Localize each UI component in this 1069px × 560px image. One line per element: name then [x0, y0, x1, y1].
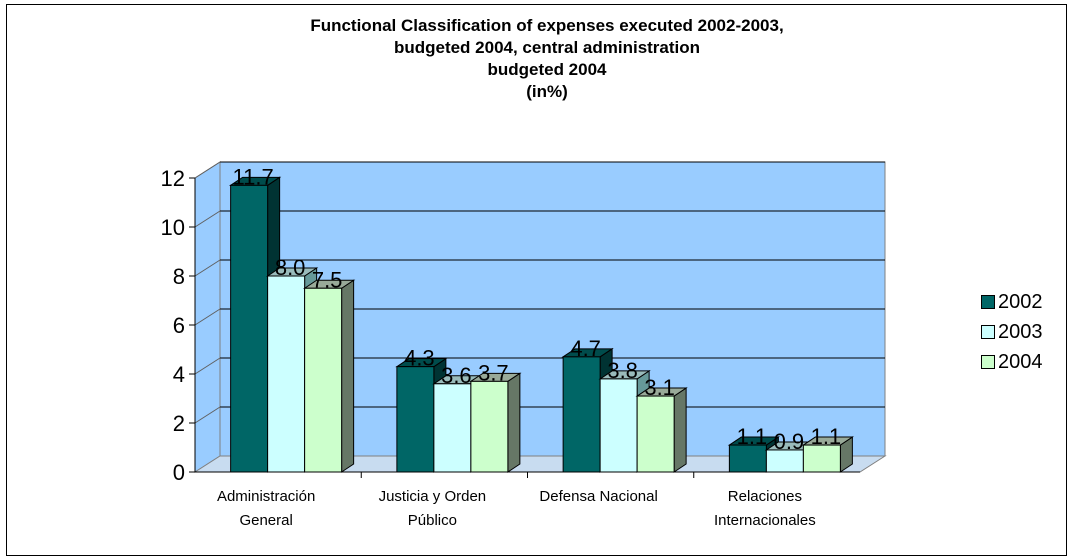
- legend-label-2003: 2003: [998, 320, 1043, 343]
- legend: 2002 2003 2004: [975, 290, 1069, 430]
- legend-item-2004: 2004: [981, 350, 1043, 374]
- y-tick-label: 12: [161, 166, 185, 191]
- gridline-side: [194, 259, 221, 277]
- y-tick-label: 6: [173, 313, 185, 338]
- x-category-label: Defensa Nacional: [539, 488, 657, 505]
- bar-value-label-2002: 4.3: [404, 346, 435, 371]
- legend-label-2004: 2004: [998, 350, 1043, 373]
- bar-2003: [267, 275, 306, 473]
- x-category-label: General: [239, 512, 292, 529]
- bar-2004: [802, 444, 841, 473]
- chart-title-line-1: Functional Classification of expenses ex…: [310, 16, 784, 35]
- x-category-label: Internacionales: [714, 512, 816, 529]
- bar-side-2004: [507, 372, 521, 473]
- bar-2002: [396, 366, 435, 473]
- chart-title: Functional Classification of expenses ex…: [157, 15, 937, 103]
- legend-swatch-2003: [981, 325, 995, 339]
- bar-2004: [304, 287, 343, 473]
- legend-item-2002: 2002: [981, 290, 1043, 314]
- bar-2003: [433, 383, 472, 473]
- bar-2003: [599, 378, 638, 473]
- bar-2002: [230, 184, 269, 473]
- bar-value-label-2002: 1.1: [737, 424, 768, 449]
- y-tick-label: 2: [173, 411, 185, 436]
- x-category-label: Justicia y Orden: [379, 488, 487, 505]
- bar-value-label-2003: 3.6: [441, 363, 472, 388]
- gridline-side: [194, 406, 221, 424]
- x-category-label: Público: [408, 512, 457, 529]
- y-tick-label: 8: [173, 264, 185, 289]
- bar-value-label-2002: 11.7: [233, 164, 274, 189]
- bar-value-label-2002: 4.7: [570, 336, 601, 361]
- legend-item-2003: 2003: [981, 320, 1043, 344]
- gridline-side: [194, 161, 221, 179]
- bar-value-label-2004: 3.7: [478, 360, 509, 385]
- legend-label-2002: 2002: [998, 290, 1043, 313]
- y-tick-label: 0: [173, 460, 185, 485]
- gridline-side: [194, 210, 221, 228]
- x-category-label: Relaciones: [728, 488, 802, 505]
- bar-side-2004: [341, 279, 355, 473]
- gridline-side: [194, 308, 221, 326]
- bar-value-label-2003: 3.8: [607, 358, 638, 383]
- bar-value-label-2003: 0.9: [774, 429, 805, 454]
- legend-swatch-2002: [981, 295, 995, 309]
- gridline-side: [194, 357, 221, 375]
- bar-value-label-2003: 8.0: [275, 255, 306, 280]
- y-tick-label: 10: [161, 215, 185, 240]
- chart-title-line-2: budgeted 2004, central administration: [393, 38, 701, 57]
- legend-swatch-2004: [981, 355, 995, 369]
- bar-value-label-2004: 3.1: [644, 375, 675, 400]
- bar-2002: [728, 444, 767, 473]
- x-category-label: Administración: [217, 488, 315, 505]
- bar-value-label-2004: 7.5: [312, 267, 343, 292]
- bar-side-2004: [673, 387, 687, 473]
- chart-title-line-3: budgeted 2004: [487, 60, 607, 79]
- y-tick-label: 4: [173, 362, 185, 387]
- bar-value-label-2004: 1.1: [811, 424, 842, 449]
- bar-2004: [636, 395, 675, 473]
- bar-2002: [562, 356, 601, 473]
- bar-2004: [470, 380, 509, 473]
- chart-title-line-4: (in%): [526, 82, 568, 101]
